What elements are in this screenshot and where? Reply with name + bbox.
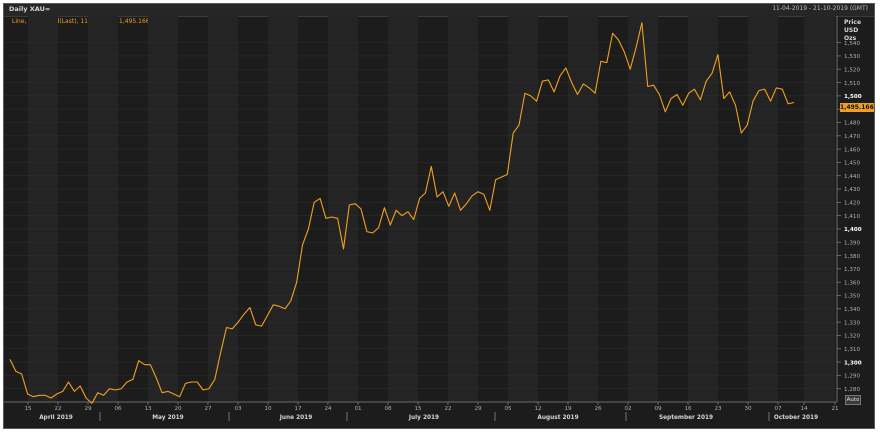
y-tick-label: 1,390 (844, 240, 860, 246)
x-day-label: 03 (234, 406, 242, 412)
x-day-label: 21 (831, 406, 839, 412)
y-tick-label: 1,300 (844, 360, 862, 366)
x-day-label: 05 (504, 406, 512, 412)
y-tick-label: 1,380 (844, 254, 860, 260)
x-day-label: 23 (714, 406, 722, 412)
y-tick-label: 1,310 (844, 347, 860, 353)
current-value-tag: 1,495.1661 (840, 103, 875, 112)
week-band (448, 16, 478, 402)
y-tick-label: 1,350 (844, 294, 860, 300)
x-month-label: July 2019 (408, 415, 439, 421)
y-tick-label: 1,290 (844, 374, 860, 380)
week-band (628, 16, 658, 402)
x-month-label: June 2019 (279, 415, 313, 421)
x-month-labels: April 2019 May 2019 June 2019 July 2019 Augu… (39, 412, 818, 421)
x-day-label: 01 (354, 406, 362, 412)
x-month-label: October 2019 (774, 415, 818, 421)
x-day-label: 17 (294, 406, 302, 412)
x-day-label: 07 (774, 406, 782, 412)
week-band (508, 16, 538, 402)
y-tick-label: 1,360 (844, 280, 860, 286)
y-tick-label: 1,530 (844, 54, 860, 60)
chart-title: Daily XAU= (9, 5, 51, 13)
auto-scale-button[interactable]: Auto (845, 395, 861, 405)
x-day-label: 10 (264, 406, 272, 412)
y-unit-usd: USD (844, 27, 858, 34)
x-day-label: 06 (114, 406, 122, 412)
chart-header: Daily XAU= 11-04-2019 - 21-10-2019 (GMT) (4, 4, 874, 17)
y-tick-label: 1,450 (844, 161, 860, 167)
x-day-label: 19 (564, 406, 572, 412)
x-month-label: May 2019 (152, 415, 183, 421)
y-tick-label: 1,470 (844, 134, 860, 140)
y-tick-label: 1,500 (844, 94, 862, 100)
y-tick-label: 1,320 (844, 334, 860, 340)
y-tick-label: 1,340 (844, 307, 860, 313)
x-day-label: 22 (54, 406, 61, 412)
y-tick-label: 1,510 (844, 81, 860, 87)
x-day-label: 16 (684, 406, 692, 412)
week-band (88, 16, 118, 402)
x-day-label: 08 (384, 406, 392, 412)
x-day-label: 09 (654, 406, 662, 412)
x-day-label: 22 (444, 406, 451, 412)
x-day-label: 29 (84, 406, 92, 412)
price-chart: Price USD Ozs 1,2801,2901,3001,3101,3201… (4, 16, 862, 421)
week-band (268, 16, 298, 402)
y-tick-label: 1,440 (844, 174, 860, 180)
week-band (328, 16, 358, 402)
y-unit-price: Price (844, 19, 861, 26)
week-band (568, 16, 598, 402)
x-day-label: 02 (624, 406, 631, 412)
x-day-label: 27 (204, 406, 212, 412)
x-month-label: August 2019 (537, 415, 578, 421)
y-tick-label: 1,520 (844, 67, 860, 73)
y-tick-label: 1,430 (844, 187, 860, 193)
week-bands (28, 16, 835, 402)
x-day-label: 13 (144, 406, 152, 412)
chart-window: Daily XAU= 11-04-2019 - 21-10-2019 (GMT)… (3, 3, 875, 429)
y-tick-label: 1,480 (844, 121, 860, 127)
x-month-label: September 2019 (659, 415, 713, 421)
y-tick-label: 1,460 (844, 147, 860, 153)
week-band (28, 16, 58, 402)
y-tick-label: 1,280 (844, 387, 860, 393)
x-day-label: 15 (414, 406, 422, 412)
week-band (804, 16, 835, 402)
week-band (688, 16, 718, 402)
y-tick-label: 1,400 (844, 227, 862, 233)
y-tick-labels: 1,280 1,290 1,300 1,310 1,320 1,330 1,340 1,350… (837, 41, 862, 393)
series-legend: Line, XAU=, Bid(Last), 11-10-2019, 1,495… (12, 18, 154, 25)
y-tick-label: 1,420 (844, 201, 860, 207)
x-day-label: 26 (594, 406, 602, 412)
x-day-label: 20 (174, 406, 182, 412)
x-month-label: April 2019 (39, 415, 73, 421)
y-tick-label: 1,410 (844, 214, 860, 220)
week-band (148, 16, 178, 402)
y-tick-label: 1,330 (844, 320, 860, 326)
week-band (208, 16, 238, 402)
x-day-label: 29 (474, 406, 482, 412)
price-series-line (9, 22, 795, 404)
y-unit-ozs: Ozs (844, 35, 857, 42)
x-day-label: 30 (744, 406, 752, 412)
week-band (748, 16, 778, 402)
x-day-label: 15 (24, 406, 32, 412)
y-tick-label: 1,540 (844, 41, 860, 47)
x-day-label: 12 (534, 406, 541, 412)
x-day-label: 14 (800, 406, 808, 412)
x-day-ticks: 15 22 29 06 13 20 27 03 10 17 24 01 08 15 22 29 05 12 19 26… (24, 402, 839, 412)
y-tick-label: 1,370 (844, 267, 860, 273)
x-day-label: 24 (324, 406, 332, 412)
week-band (388, 16, 418, 402)
date-range: 11-04-2019 - 21-10-2019 (GMT) (772, 5, 868, 12)
